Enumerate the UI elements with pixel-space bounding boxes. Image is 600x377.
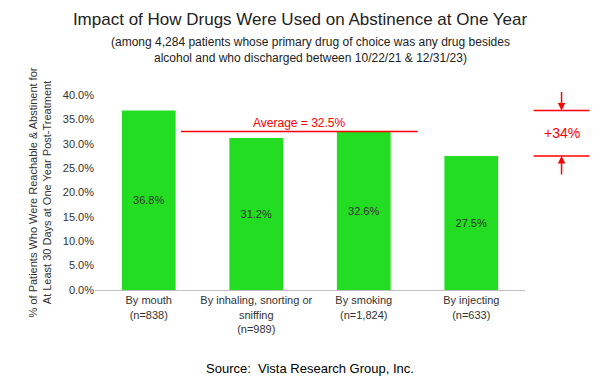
svg-text:30.0%: 30.0% (63, 138, 94, 150)
svg-text:Source: Vista Research Group,: Source: Vista Research Group, Inc. (206, 361, 414, 376)
svg-text:5.0%: 5.0% (69, 259, 94, 271)
svg-text:20.0%: 20.0% (63, 186, 94, 198)
svg-text:By mouth(n=838): By mouth(n=838) (126, 294, 172, 320)
svg-text:(among 4,284 patients whose pr: (among 4,284 patients whose primary drug… (111, 35, 510, 65)
svg-text:+34%: +34% (544, 125, 580, 141)
svg-text:15.0%: 15.0% (63, 211, 94, 223)
svg-text:25.0%: 25.0% (63, 162, 94, 174)
svg-text:By inhaling, snorting orsniffi: By inhaling, snorting orsniffing(n=989) (200, 294, 312, 335)
svg-text:40.0%: 40.0% (63, 89, 94, 101)
svg-text:0.0%: 0.0% (69, 284, 94, 296)
svg-text:31.2%: 31.2% (241, 208, 272, 220)
svg-text:Average = 32.5%: Average = 32.5% (253, 116, 346, 130)
svg-text:Impact of How Drugs Were Used: Impact of How Drugs Were Used on Abstine… (73, 10, 528, 29)
svg-text:27.5%: 27.5% (456, 217, 487, 229)
svg-text:10.0%: 10.0% (63, 235, 94, 247)
svg-text:35.0%: 35.0% (63, 113, 94, 125)
svg-text:By injecting(n=633): By injecting(n=633) (443, 294, 499, 320)
svg-text:% of Patients Who Were Reachab: % of Patients Who Were Reachable & Absti… (27, 67, 53, 317)
svg-text:32.6%: 32.6% (348, 205, 379, 217)
svg-text:36.8%: 36.8% (133, 194, 164, 206)
svg-text:By smoking(n=1,824): By smoking(n=1,824) (335, 294, 392, 320)
